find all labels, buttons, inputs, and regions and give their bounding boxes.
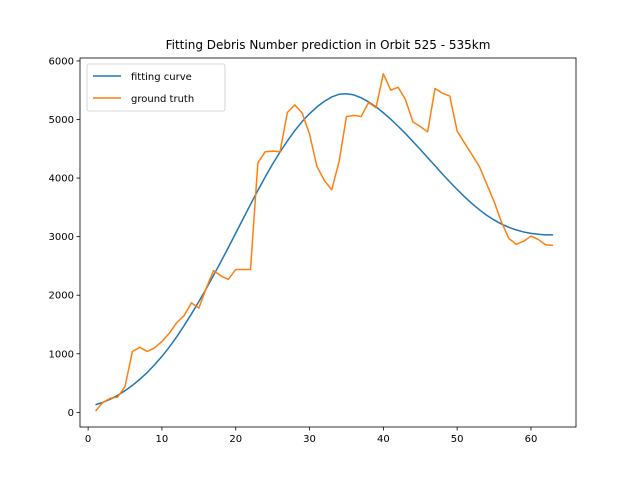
y-tick-label: 4000 xyxy=(49,174,74,185)
series-line-1 xyxy=(95,92,554,406)
x-tick-label: 10 xyxy=(156,434,169,445)
legend-label: ground truth xyxy=(131,94,194,105)
legend-box xyxy=(86,63,226,112)
y-tick-label: 1000 xyxy=(49,349,74,360)
x-tick-label: 30 xyxy=(303,434,316,445)
legend: fitting curve ground truth xyxy=(86,63,226,112)
plot-area xyxy=(94,73,554,412)
x-tick-label: 0 xyxy=(85,434,91,445)
y-tick-label: 5000 xyxy=(49,115,74,126)
y-tick-label: 0 xyxy=(68,408,74,419)
chart-title: Fitting Debris Number prediction in Orbi… xyxy=(166,38,491,52)
x-tick-label: 40 xyxy=(377,434,390,445)
y-axis: 0 1000 2000 3000 4000 5000 6000 xyxy=(49,56,80,419)
y-tick-label: 3000 xyxy=(49,232,74,243)
y-tick-label: 6000 xyxy=(49,56,74,67)
x-tick-label: 20 xyxy=(229,434,242,445)
axes-frame xyxy=(79,57,577,428)
legend-label: fitting curve xyxy=(131,72,192,83)
x-tick-label: 60 xyxy=(525,434,538,445)
x-axis: 0 10 20 30 40 50 60 xyxy=(85,427,537,445)
y-tick-label: 2000 xyxy=(49,291,74,302)
series-line-2 xyxy=(94,73,554,412)
x-tick-label: 50 xyxy=(451,434,464,445)
